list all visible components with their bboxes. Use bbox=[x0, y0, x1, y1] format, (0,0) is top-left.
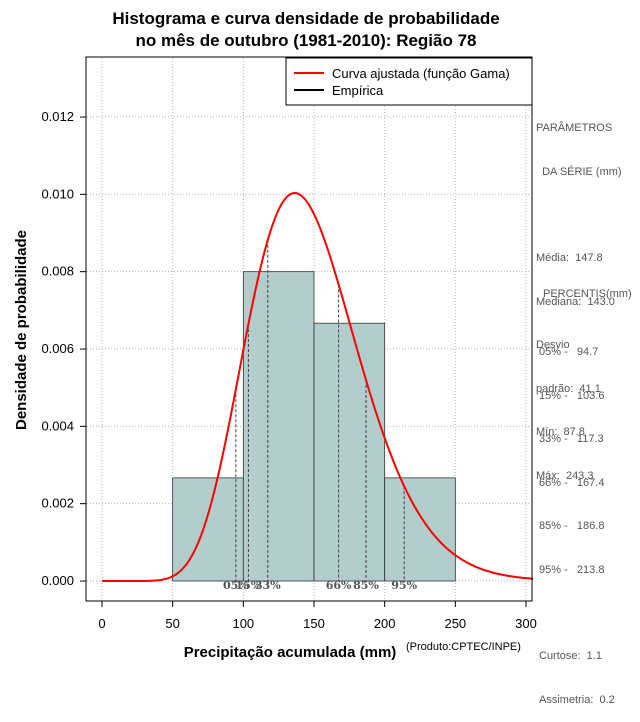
percentile-95: 95% - 213.8 bbox=[539, 563, 605, 576]
param-curtose: Curtose: 1.1 bbox=[539, 650, 602, 662]
y-tick-label: 0.012 bbox=[41, 109, 74, 124]
param-desvio-line-2: padrão: 41.1 bbox=[536, 382, 601, 395]
legend-box bbox=[285, 57, 533, 106]
params-header-line-1: PARÂMETROS bbox=[536, 122, 613, 134]
legend: Curva ajustada (função Gama) Empírica bbox=[285, 57, 533, 106]
x-tick-label: 250 bbox=[444, 616, 466, 631]
percentile-15: 15% - 103.6 bbox=[539, 389, 605, 402]
x-tick-label: 150 bbox=[303, 616, 325, 631]
histogram-bar bbox=[384, 477, 456, 582]
percentile-66: 66% - 167.4 bbox=[539, 476, 605, 489]
percentile-label: 95% bbox=[391, 579, 417, 592]
params-header-line-2: DA SÉRIE (mm) bbox=[536, 165, 622, 178]
x-tick-label: 100 bbox=[232, 616, 254, 631]
percentile-label: 05% bbox=[223, 579, 249, 592]
param-mediana: Mediana: 143.0 bbox=[536, 295, 615, 308]
x-axis-label: Precipitação acumulada (mm) bbox=[184, 644, 397, 660]
percentiles-header: PERCENTIS(mm) bbox=[543, 288, 632, 300]
y-tick-label: 0.004 bbox=[41, 418, 74, 433]
percentiles-panel: 05% - 94.7 15% - 103.6 33% - 117.3 66% -… bbox=[539, 316, 640, 722]
product-credit: (Produto:CPTEC/INPE) bbox=[406, 641, 521, 653]
percentile-85: 85% - 186.8 bbox=[539, 520, 605, 532]
percentile-label: 33% bbox=[255, 579, 281, 592]
gamma-density-curve bbox=[102, 191, 534, 582]
param-desvio-line-1: Desvio bbox=[536, 339, 570, 351]
y-tick-label: 0.002 bbox=[41, 496, 74, 511]
percentile-lines bbox=[235, 239, 405, 581]
param-max: Máx: 243.3 bbox=[536, 469, 594, 482]
histogram-bar bbox=[242, 271, 315, 582]
legend-label-empirical: Empírica bbox=[332, 83, 384, 98]
percentile-label: 15% bbox=[236, 579, 262, 592]
series-parameters-panel: PARÂMETROS DA SÉRIE (mm) Média: 147.8 Me… bbox=[536, 92, 640, 498]
x-tick-label: 200 bbox=[374, 616, 396, 631]
y-axis-label: Densidade de probabilidade bbox=[13, 230, 30, 430]
percentile-labels: 05%15%33% 66% 85% 95% bbox=[223, 579, 418, 592]
y-tick-label: 0.008 bbox=[41, 264, 74, 279]
param-min: Mín: 87.8 bbox=[536, 426, 585, 438]
histogram-bars bbox=[172, 271, 456, 582]
chart-title-line-2: no mês de outubro (1981-2010): Região 78 bbox=[135, 31, 476, 50]
y-axis: 0.000 0.002 0.004 0.006 0.008 0.010 0.012 bbox=[41, 109, 87, 588]
x-tick-label: 300 bbox=[515, 616, 537, 631]
percentile-label: 85% bbox=[353, 579, 379, 592]
param-media: Média: 147.8 bbox=[536, 252, 603, 264]
y-tick-label: 0.010 bbox=[41, 186, 74, 201]
percentile-label: 66% bbox=[326, 579, 352, 592]
param-assimetria: Assimetria: 0.2 bbox=[539, 693, 615, 706]
x-tick-label: 50 bbox=[165, 616, 179, 631]
chart-title-line-1: Histograma e curva densidade de probabil… bbox=[112, 9, 499, 28]
y-tick-label: 0.000 bbox=[41, 573, 74, 588]
histogram-bar bbox=[172, 477, 244, 582]
x-tick-label: 0 bbox=[98, 616, 105, 631]
legend-label-curve: Curva ajustada (função Gama) bbox=[332, 66, 510, 81]
percentile-33: 33% - 117.3 bbox=[539, 433, 604, 445]
y-tick-label: 0.006 bbox=[41, 341, 74, 356]
histogram-chart: Histograma e curva densidade de probabil… bbox=[13, 9, 537, 660]
x-axis: 0 50 100 150 200 250 300 bbox=[98, 600, 537, 631]
histogram-bar bbox=[313, 322, 386, 582]
percentile-05: 05% - 94.7 bbox=[539, 346, 599, 358]
